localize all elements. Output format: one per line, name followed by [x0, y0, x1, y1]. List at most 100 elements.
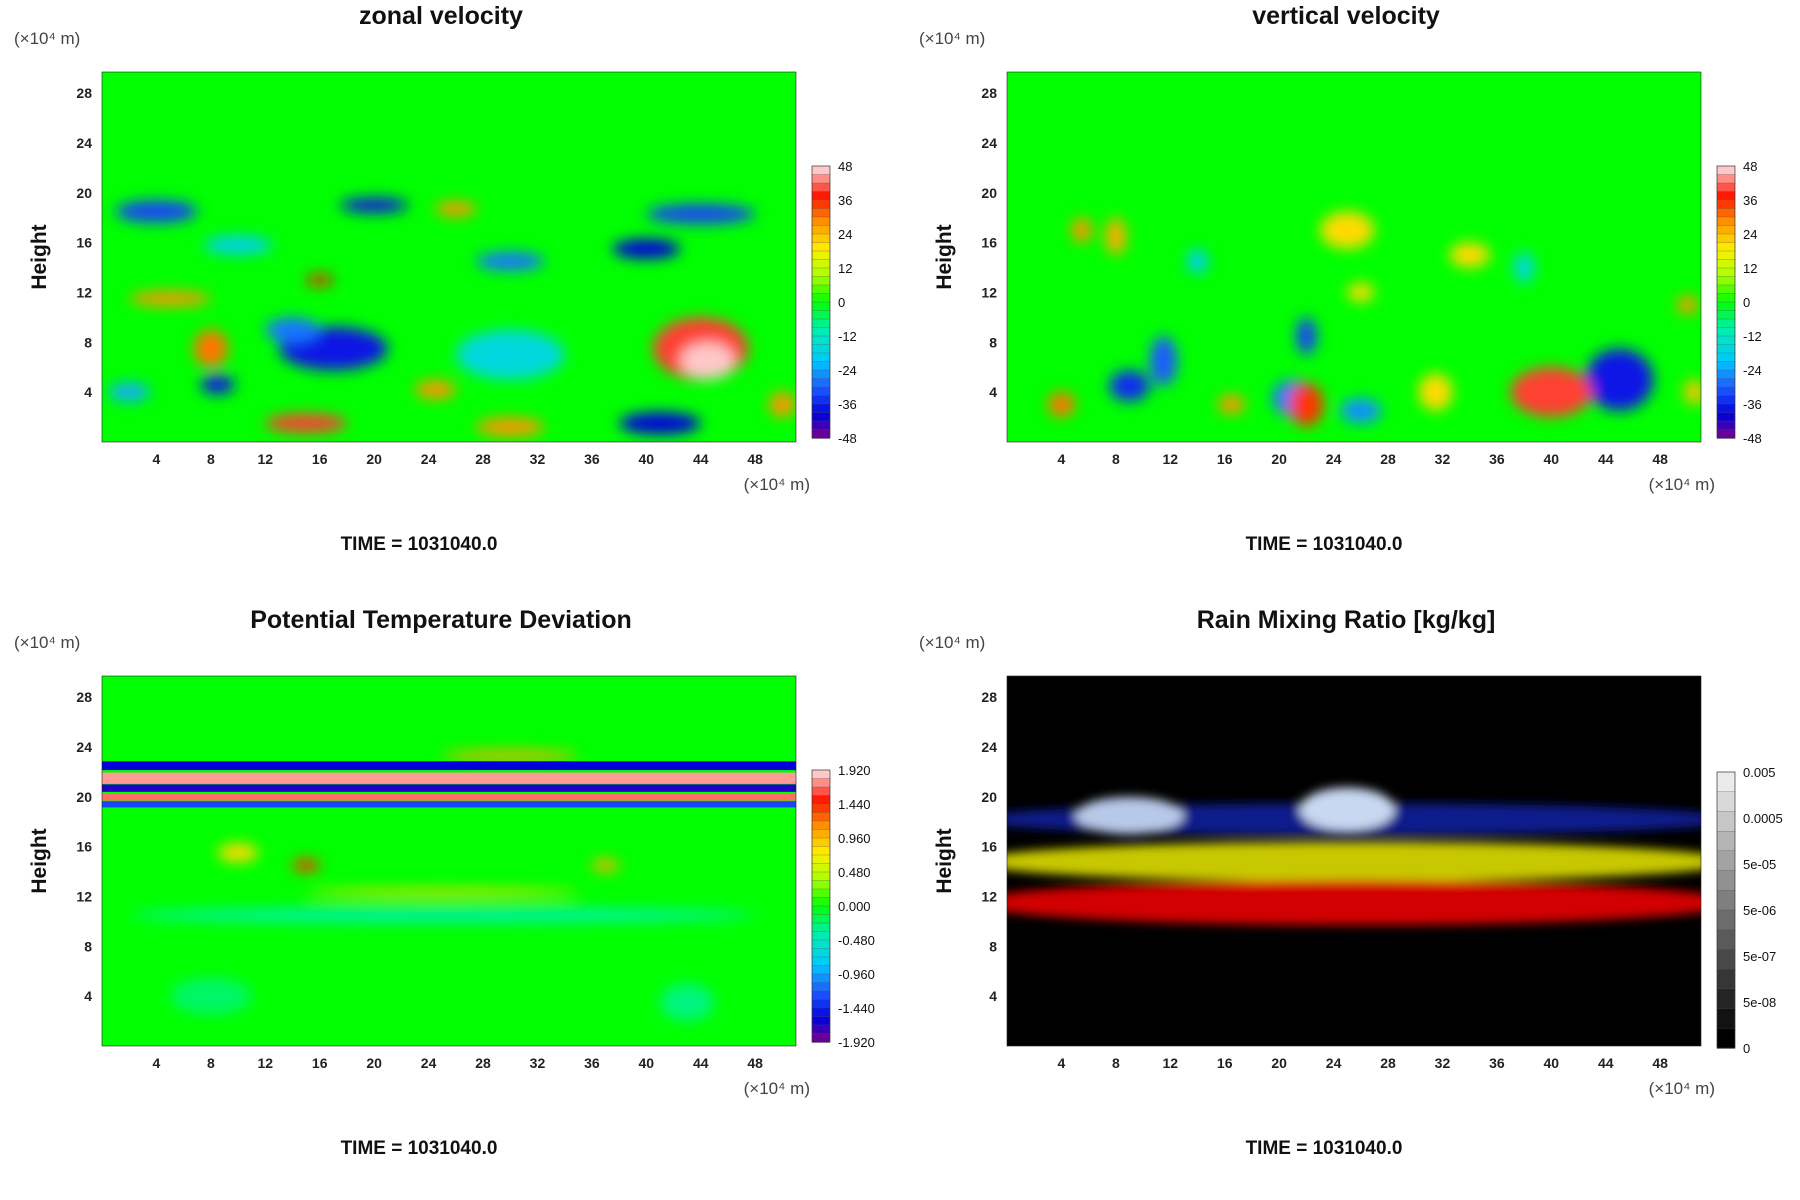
field-feature: [193, 329, 228, 368]
colorbar-segment: [811, 939, 831, 950]
colorbar-segment: [1716, 310, 1736, 320]
y-tick-label: 16: [76, 235, 92, 251]
colorbar-segment: [1716, 174, 1736, 184]
field-feature: [200, 375, 235, 395]
colorbar-label: 0.000: [838, 899, 871, 914]
colorbar-segment: [811, 284, 831, 295]
colorbar-segment: [811, 386, 831, 397]
x-unit-label: (×10⁴ m): [744, 475, 810, 494]
colorbar-segment: [1716, 968, 1736, 990]
colorbar-segment: [1716, 259, 1736, 269]
y-tick-label: 20: [981, 185, 997, 201]
colorbar-segment: [811, 259, 831, 269]
field-layer: [108, 197, 796, 437]
colorbar-segment: [811, 276, 831, 286]
x-tick-label: 4: [1058, 451, 1066, 467]
colorbar-segment: [811, 846, 831, 856]
y-tick-label: 12: [981, 889, 997, 905]
colorbar-segment: [1716, 267, 1736, 278]
colorbar-segment: [1716, 403, 1736, 414]
field-feature: [265, 317, 320, 343]
colorbar-segment: [1716, 199, 1736, 210]
colorbar-label: 12: [1743, 261, 1757, 276]
colorbar-label: 0: [838, 295, 845, 310]
y-tick-label: 20: [76, 185, 92, 201]
x-tick-label: 44: [1598, 1055, 1614, 1071]
x-tick-label: 28: [475, 1055, 491, 1071]
y-axis-label: Height: [28, 224, 51, 289]
colorbar-segment: [1716, 208, 1736, 218]
field-feature: [1418, 373, 1453, 411]
colorbar-segment: [811, 267, 831, 278]
colorbar-segment: [1716, 870, 1736, 891]
colorbar-segment: [811, 412, 831, 422]
colorbar-segment: [811, 922, 831, 933]
colorbar-segment: [811, 250, 831, 261]
colorbar-segment: [811, 990, 831, 1001]
colorbar-segment: [811, 982, 831, 992]
x-tick-label: 32: [530, 1055, 546, 1071]
rain-layer: [1007, 880, 1701, 926]
field-feature: [1513, 252, 1535, 284]
field-feature: [476, 417, 545, 437]
y-tick-label: 12: [76, 285, 92, 301]
y-axis-label: Height: [933, 224, 956, 289]
plot-frame: [101, 71, 797, 443]
x-tick-label: 44: [693, 1055, 709, 1071]
x-tick-label: 28: [1380, 451, 1396, 467]
rain-cap: [1299, 787, 1395, 832]
x-tick-label: 48: [1652, 1055, 1668, 1071]
field-band: [102, 793, 796, 801]
y-tick-label: 24: [76, 135, 92, 151]
field-feature: [455, 329, 565, 380]
colorbar-segment: [1716, 1028, 1736, 1049]
field-feature: [1683, 379, 1701, 405]
field-layer: [1047, 211, 1701, 427]
x-tick-label: 20: [1271, 451, 1287, 467]
field-feature: [1149, 336, 1178, 386]
field-feature: [1296, 317, 1317, 355]
field-feature: [1105, 217, 1127, 256]
field-feature: [1109, 370, 1150, 402]
field-band: [102, 761, 796, 771]
x-tick-label: 12: [258, 451, 274, 467]
field-feature: [619, 412, 701, 435]
y-tick-label: 12: [76, 889, 92, 905]
field-feature: [591, 859, 620, 872]
field-feature: [442, 750, 579, 761]
x-tick-label: 28: [475, 451, 491, 467]
field-feature: [1289, 382, 1324, 427]
field-feature: [204, 235, 273, 255]
x-tick-label: 20: [1271, 1055, 1287, 1071]
field-layer: [1007, 787, 1701, 926]
y-axis-label: Height: [28, 828, 51, 893]
plot-frame: [1006, 675, 1702, 1047]
colorbar-segment: [1716, 284, 1736, 295]
y-tick-label: 12: [981, 285, 997, 301]
x-tick-label: 24: [1326, 451, 1342, 467]
field-feature: [1047, 392, 1076, 418]
x-tick-label: 20: [366, 1055, 382, 1071]
field-band: [102, 784, 796, 792]
colorbar-segment: [1716, 429, 1736, 439]
colorbar-segment: [811, 820, 831, 831]
colorbar-label: 0.960: [838, 831, 871, 846]
colorbar-segment: [1716, 352, 1736, 363]
y-tick-label: 4: [84, 384, 92, 400]
x-tick-label: 32: [530, 451, 546, 467]
colorbar-segment: [1716, 276, 1736, 286]
time-label: TIME = 1031040.0: [1246, 1138, 1403, 1159]
colorbar-segment: [811, 888, 831, 899]
x-tick-label: 44: [693, 451, 709, 467]
colorbar-segment: [811, 395, 831, 405]
colorbar-segment: [811, 1033, 831, 1043]
field-feature: [306, 275, 334, 286]
colorbar-segment: [1716, 1008, 1736, 1029]
colorbar-segment: [811, 318, 831, 329]
time-label: TIME = 1031040.0: [1246, 534, 1403, 555]
field-feature: [265, 413, 347, 433]
field-feature: [217, 843, 259, 863]
x-tick-label: 8: [207, 1055, 215, 1071]
y-unit-label: (×10⁴ m): [919, 29, 985, 48]
y-tick-label: 28: [76, 85, 92, 101]
